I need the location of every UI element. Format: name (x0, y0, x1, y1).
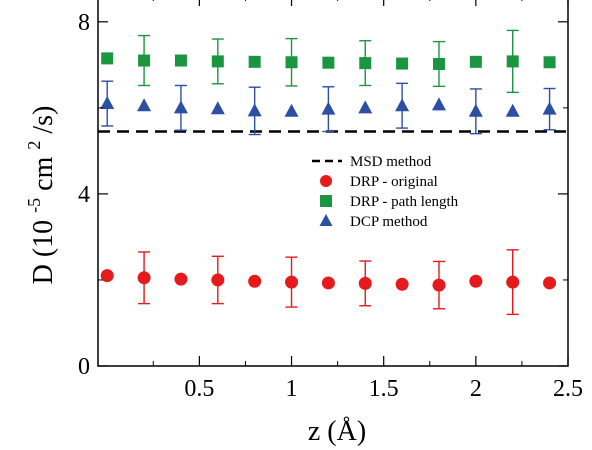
data-point (469, 274, 483, 288)
data-point (505, 103, 520, 117)
data-point (432, 278, 446, 292)
data-point (396, 57, 409, 70)
y-tick-label: 4 (78, 182, 90, 208)
y-axis-label-suffix: /s) (28, 106, 59, 134)
data-point (506, 55, 519, 68)
data-point (543, 56, 556, 69)
legend-swatch-drp-path-length (320, 195, 332, 207)
series-drp-original (100, 249, 557, 316)
data-point (542, 101, 557, 115)
y-axis-label-exp2: 2 (24, 141, 44, 150)
y-axis-label-exp1: -5 (24, 198, 44, 213)
y-tick-label: 8 (78, 10, 90, 36)
data-point (322, 56, 335, 69)
x-tick-label: 2.5 (553, 376, 583, 402)
x-tick-label: 1 (286, 376, 298, 402)
y-axis-label-prefix: D (10 (28, 220, 59, 285)
data-point (432, 57, 445, 70)
legend-swatch-dcp (319, 214, 333, 226)
data-point (138, 54, 151, 67)
data-point (359, 57, 372, 70)
x-tick-label: 2 (470, 376, 482, 402)
data-point (468, 103, 483, 117)
data-point (174, 272, 188, 286)
data-point (248, 274, 262, 288)
x-axis-label: z (Å) (308, 416, 366, 447)
data-point (321, 276, 335, 290)
plot-frame (97, 0, 569, 367)
data-point (100, 96, 115, 110)
data-point (506, 275, 520, 289)
data-point (358, 100, 373, 114)
legend-box (304, 148, 492, 234)
data-point (211, 273, 225, 287)
legend-label-msd: MSD method (350, 154, 432, 170)
legend-label-drp-original: DRP - original (350, 174, 438, 190)
x-tick-label: 1.5 (369, 376, 399, 402)
data-point (100, 269, 114, 283)
data-point (173, 100, 188, 114)
legend-label-dcp: DCP method (350, 214, 428, 230)
data-point (543, 276, 557, 290)
data-point (285, 275, 299, 289)
data-point (174, 54, 187, 67)
data-point (431, 97, 446, 111)
data-point (211, 55, 224, 68)
legend-label-drp-path-length: DRP - path length (350, 194, 459, 210)
data-point (395, 98, 410, 112)
series-drp-path-length (101, 29, 556, 94)
data-point (469, 55, 482, 68)
data-point (101, 52, 114, 65)
y-axis-label: D (10 -5 cm 2 /s) (16, 106, 59, 285)
legend: MSD method DRP - original DRP - path len… (304, 148, 492, 234)
legend-swatch-drp-original (320, 175, 332, 187)
data-point (284, 103, 299, 117)
data-point (248, 55, 261, 68)
data-point (210, 101, 225, 115)
data-point (247, 103, 262, 117)
data-point (321, 101, 336, 115)
data-point (285, 56, 298, 69)
series-dcp-method (100, 80, 557, 136)
data-point (395, 277, 409, 291)
series-layer (100, 29, 557, 316)
y-axis-label-mid: cm (28, 156, 59, 190)
plot-frame-layer (97, 0, 569, 367)
tick-layer: 0.5 1 1.5 2 2.5 0 4 8 (78, 0, 583, 402)
x-tick-label: 0.5 (184, 376, 214, 402)
data-point (358, 276, 372, 290)
data-point (137, 271, 151, 285)
y-tick-label: 0 (78, 354, 90, 380)
data-point (137, 98, 152, 112)
